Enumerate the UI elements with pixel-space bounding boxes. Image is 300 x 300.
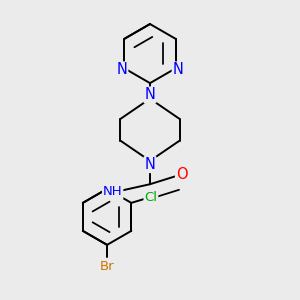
Text: N: N <box>172 62 184 77</box>
Text: Cl: Cl <box>144 191 158 204</box>
Text: NH: NH <box>103 185 122 199</box>
Text: Br: Br <box>100 260 114 272</box>
Text: N: N <box>116 62 128 77</box>
Text: N: N <box>145 87 155 102</box>
Text: N: N <box>145 157 155 172</box>
Text: O: O <box>176 167 188 182</box>
